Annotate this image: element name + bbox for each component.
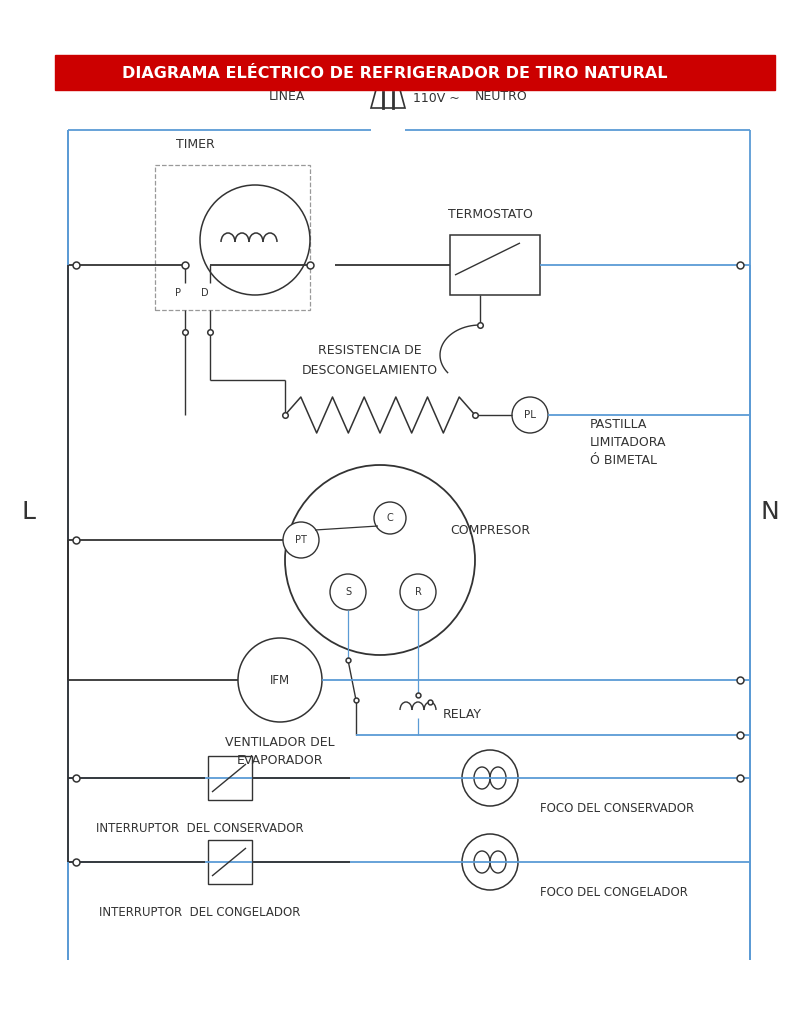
Text: Ó BIMETAL: Ó BIMETAL [590,455,657,468]
Text: D: D [201,288,209,298]
Circle shape [400,574,436,610]
Text: P: P [175,288,181,298]
Text: TIMER: TIMER [176,138,215,152]
Text: RELAY: RELAY [443,709,482,722]
Text: COMPRESOR: COMPRESOR [450,523,530,537]
Text: PT: PT [295,535,307,545]
Text: DIAGRAMA ELÉCTRICO DE REFRIGERADOR DE TIRO NATURAL: DIAGRAMA ELÉCTRICO DE REFRIGERADOR DE TI… [122,66,668,81]
Text: EVAPORADOR: EVAPORADOR [237,754,324,767]
Circle shape [283,522,319,558]
Text: DESCONGELAMIENTO: DESCONGELAMIENTO [302,364,438,377]
Text: 110V ~: 110V ~ [413,91,460,104]
Text: NEUTRO: NEUTRO [475,90,528,103]
Text: TERMOSTATO: TERMOSTATO [448,209,533,221]
Text: IFM: IFM [270,674,290,686]
Text: R: R [414,587,421,597]
Text: FOCO DEL CONGELADOR: FOCO DEL CONGELADOR [540,886,688,898]
Text: PASTILLA: PASTILLA [590,419,647,431]
Bar [208,840,252,884]
Text: S: S [345,587,351,597]
Text: C: C [386,513,394,523]
Text: INTERRUPTOR  DEL CONGELADOR: INTERRUPTOR DEL CONGELADOR [99,905,301,919]
Text: LIMITADORA: LIMITADORA [590,436,666,450]
Bar [55,55,775,90]
Text: L: L [21,500,35,524]
Bar [155,165,310,310]
Text: VENTILADOR DEL: VENTILADOR DEL [225,735,335,749]
Circle shape [374,502,406,534]
Bar [208,756,252,800]
Text: LINEA: LINEA [269,90,305,103]
Text: FOCO DEL CONSERVADOR: FOCO DEL CONSERVADOR [540,802,694,814]
Text: N: N [761,500,779,524]
Text: INTERRUPTOR  DEL CONSERVADOR: INTERRUPTOR DEL CONSERVADOR [96,821,304,835]
Text: RESISTENCIA DE: RESISTENCIA DE [318,343,422,356]
Bar [450,234,540,295]
Text: PL: PL [524,410,536,420]
Circle shape [330,574,366,610]
